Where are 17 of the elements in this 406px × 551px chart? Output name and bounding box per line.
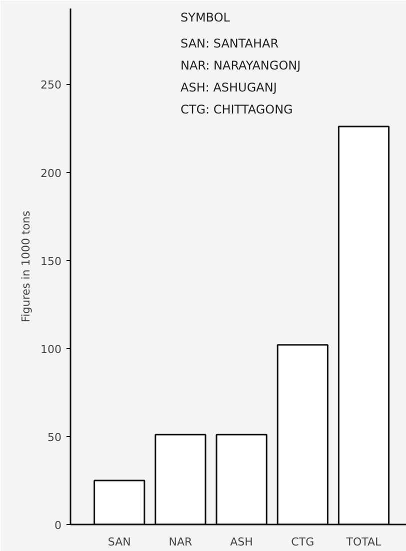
y-tick-label: 0 <box>54 519 62 532</box>
annotation: ASH: ASHUGANJ <box>180 80 277 94</box>
annotation: CTG: CHITTAGONG <box>180 102 293 116</box>
x-tick-label: TOTAL <box>345 536 382 548</box>
y-tick-label: 250 <box>40 78 62 92</box>
x-tick-label: ASH <box>230 536 253 548</box>
annotation: SAN: SANTAHAR <box>180 36 279 50</box>
x-tick-label: NAR <box>168 536 193 548</box>
annotation: NAR: NARAYANGONJ <box>180 58 301 72</box>
x-tick-label: SAN <box>108 536 131 548</box>
x-tick-label: CTG <box>291 536 314 548</box>
y-tick-label: 150 <box>40 254 62 268</box>
y-tick-label: 200 <box>40 166 62 180</box>
y-tick-label: 100 <box>40 342 62 356</box>
annotation: SYMBOL <box>180 10 230 24</box>
y-tick-label: 50 <box>48 430 62 444</box>
y-axis-title: Figures in 1000 tons <box>20 210 33 322</box>
